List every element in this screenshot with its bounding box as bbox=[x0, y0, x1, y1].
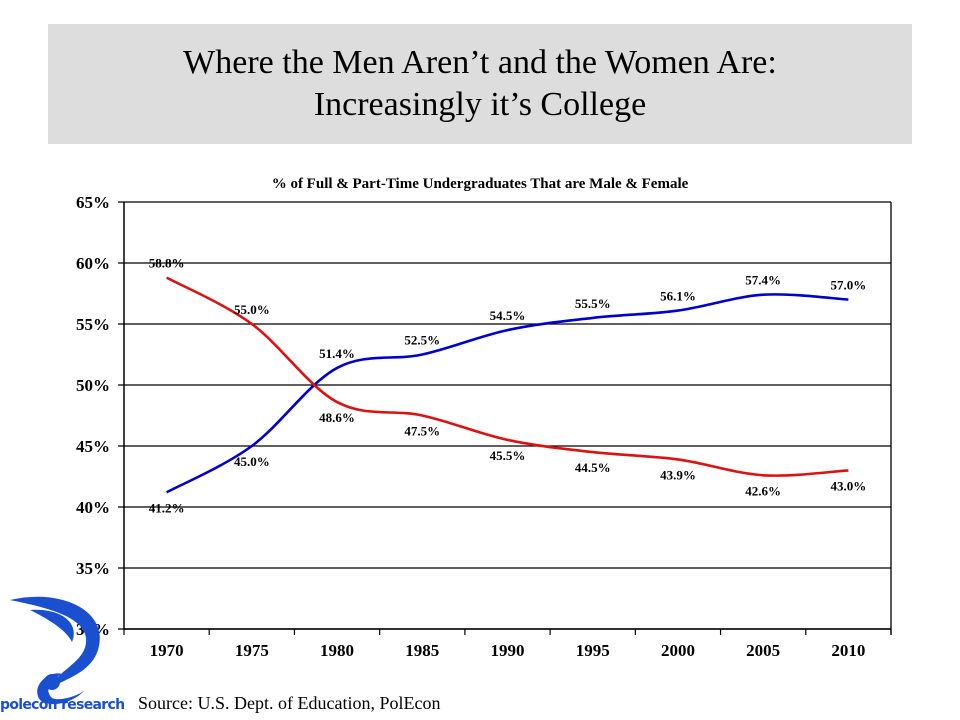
title-banner: Where the Men Aren’t and the Women Are: … bbox=[48, 24, 912, 144]
data-labels: 41.2% 45.0% 51.4% 52.5% 54.5% 55.5% 56.1% 57.4%… bbox=[149, 256, 867, 516]
series-line-female bbox=[165, 293, 849, 494]
x-tick-label: 1985 bbox=[405, 641, 439, 660]
slide-title-line1: Where the Men Aren’t and the Women Are: bbox=[183, 44, 777, 81]
data-label-female: 57.4% bbox=[745, 273, 781, 288]
data-label-male: 45.5% bbox=[490, 448, 526, 463]
data-label-female: 51.4% bbox=[319, 346, 355, 361]
x-tick-label: 2010 bbox=[831, 641, 865, 660]
y-tick-label: 55% bbox=[76, 315, 110, 334]
x-tick-label: 2005 bbox=[746, 641, 780, 660]
chart-title: % of Full & Part-Time Undergraduates Tha… bbox=[272, 176, 689, 192]
logo-text: polecon research bbox=[0, 697, 125, 713]
x-tick-label: 1990 bbox=[491, 641, 525, 660]
source-note: Source: U.S. Dept. of Education, PolEcon bbox=[138, 693, 441, 713]
data-label-male: 44.5% bbox=[575, 460, 611, 475]
data-label-female: 45.0% bbox=[234, 454, 270, 469]
x-tick-label: 1975 bbox=[235, 641, 269, 660]
data-label-female: 57.0% bbox=[831, 278, 867, 293]
x-axis-ticks: 1970 1975 1980 1985 1990 1995 2000 2005 2010 bbox=[123, 629, 892, 660]
data-label-male: 42.6% bbox=[745, 483, 781, 498]
gridlines bbox=[118, 201, 891, 630]
x-tick-label: 2000 bbox=[661, 641, 695, 660]
y-tick-label: 40% bbox=[76, 498, 110, 517]
data-label-male: 58.8% bbox=[149, 256, 185, 271]
x-tick-label: 1970 bbox=[150, 641, 184, 660]
data-label-female: 56.1% bbox=[660, 289, 696, 304]
data-label-female: 52.5% bbox=[404, 333, 440, 348]
series-lines bbox=[165, 276, 849, 494]
y-tick-label: 50% bbox=[76, 376, 110, 395]
x-tick-label: 1980 bbox=[320, 641, 354, 660]
axes bbox=[123, 202, 892, 635]
data-label-female: 41.2% bbox=[149, 500, 185, 515]
data-label-female: 54.5% bbox=[490, 308, 526, 323]
polecon-logo-icon bbox=[10, 596, 100, 705]
y-tick-label: 35% bbox=[76, 559, 110, 578]
y-axis-ticks: 30%35%40%45%50%55%60%65% bbox=[76, 193, 110, 639]
slide-title-line2: Increasingly it’s College bbox=[313, 86, 647, 123]
y-tick-label: 45% bbox=[76, 437, 110, 456]
x-tick-label: 1995 bbox=[576, 641, 610, 660]
y-tick-label: 65% bbox=[76, 193, 110, 212]
y-tick-label: 60% bbox=[76, 254, 110, 273]
data-label-male: 43.0% bbox=[831, 478, 867, 493]
data-label-male: 47.5% bbox=[404, 424, 440, 439]
data-label-male: 55.0% bbox=[234, 302, 270, 317]
series-line-male bbox=[165, 276, 849, 477]
data-label-male: 43.9% bbox=[660, 467, 696, 482]
data-label-female: 55.5% bbox=[575, 296, 611, 311]
data-label-male: 48.6% bbox=[319, 410, 355, 425]
